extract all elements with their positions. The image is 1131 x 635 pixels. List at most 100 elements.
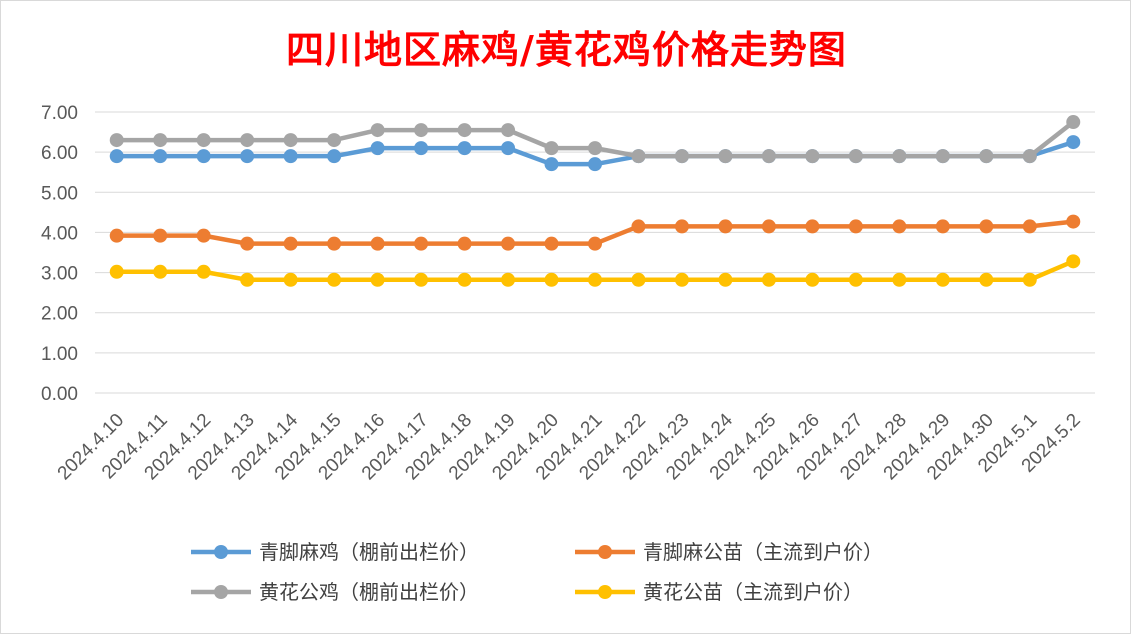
data-point <box>544 236 559 251</box>
data-point <box>1066 214 1081 229</box>
legend-item: 青脚麻公苗（主流到户价） <box>575 540 883 564</box>
data-point <box>327 149 342 164</box>
series-line <box>109 254 1081 287</box>
y-tick-label: 4.00 <box>41 223 78 244</box>
data-point <box>109 133 124 148</box>
data-point <box>631 272 646 287</box>
data-point <box>370 236 385 251</box>
data-point <box>1022 272 1037 287</box>
data-point <box>935 272 950 287</box>
data-point <box>544 141 559 156</box>
data-point <box>109 149 124 164</box>
data-point <box>1066 254 1081 269</box>
data-point <box>805 272 820 287</box>
data-point <box>588 272 602 287</box>
data-point <box>153 149 168 164</box>
data-point <box>109 264 124 279</box>
legend-swatch-marker <box>214 585 228 599</box>
data-point <box>414 123 429 138</box>
data-point <box>718 149 733 164</box>
data-point <box>588 141 602 156</box>
data-point <box>718 272 733 287</box>
data-point <box>457 123 472 138</box>
chart-title: 四川地区麻鸡/黄花鸡价格走势图 <box>286 27 847 72</box>
data-point <box>501 141 516 156</box>
data-point <box>979 272 994 287</box>
legend-label: 青脚麻鸡（棚前出栏价） <box>259 540 479 564</box>
data-point <box>153 228 168 243</box>
data-point <box>414 236 429 251</box>
y-tick-label: 3.00 <box>41 264 78 285</box>
legend-label: 青脚麻公苗（主流到户价） <box>643 540 883 564</box>
data-point <box>761 272 776 287</box>
data-point <box>631 149 646 164</box>
data-point <box>109 228 124 243</box>
series-group <box>109 115 1081 287</box>
legend-swatch-marker <box>598 545 612 559</box>
data-point <box>979 149 994 164</box>
data-point <box>1022 219 1037 234</box>
data-point <box>457 141 472 156</box>
data-point <box>544 272 559 287</box>
data-point <box>153 264 168 279</box>
data-point <box>370 141 385 156</box>
data-point <box>588 157 602 172</box>
data-point <box>1066 135 1081 150</box>
legend-item: 青脚麻鸡（棚前出栏价） <box>191 540 479 564</box>
data-point <box>501 236 516 251</box>
data-point <box>327 236 342 251</box>
data-point <box>240 133 255 148</box>
data-point <box>674 219 689 234</box>
data-point <box>674 149 689 164</box>
data-point <box>848 149 863 164</box>
y-tick-label: 5.00 <box>41 183 78 204</box>
data-point <box>761 149 776 164</box>
data-point <box>240 236 255 251</box>
data-point <box>370 123 385 138</box>
legend-label: 黄花公苗（主流到户价） <box>643 580 863 604</box>
data-point <box>240 272 255 287</box>
data-point <box>805 149 820 164</box>
data-point <box>196 228 211 243</box>
data-point <box>935 219 950 234</box>
data-point <box>1066 115 1081 130</box>
data-point <box>283 149 298 164</box>
data-point <box>718 219 733 234</box>
data-point <box>414 141 429 156</box>
data-point <box>588 236 602 251</box>
data-point <box>979 219 994 234</box>
data-point <box>805 219 820 234</box>
data-point <box>848 219 863 234</box>
legend: 青脚麻鸡（棚前出栏价） 青脚麻公苗（主流到户价） 黄花公鸡（棚前出栏价） 黄花公苗（主… <box>191 540 883 604</box>
data-point <box>196 264 211 279</box>
legend-label: 黄花公鸡（棚前出栏价） <box>259 580 479 604</box>
data-point <box>544 157 559 172</box>
data-point <box>501 123 516 138</box>
data-point <box>283 236 298 251</box>
data-point <box>327 272 342 287</box>
data-point <box>892 219 907 234</box>
data-point <box>892 272 907 287</box>
data-point <box>935 149 950 164</box>
grid-lines <box>95 111 1095 394</box>
data-point <box>370 272 385 287</box>
data-point <box>848 272 863 287</box>
series-line <box>109 214 1081 251</box>
legend-item: 黄花公苗（主流到户价） <box>575 580 863 604</box>
data-point <box>283 272 298 287</box>
data-point <box>892 149 907 164</box>
data-point <box>414 272 429 287</box>
y-tick-label: 1.00 <box>41 344 78 365</box>
x-axis-ticks: 2024.4.102024.4.112024.4.122024.4.132024… <box>54 409 1085 484</box>
data-point <box>240 149 255 164</box>
data-point <box>196 149 211 164</box>
data-point <box>327 133 342 148</box>
legend-swatch-marker <box>598 585 612 599</box>
data-point <box>1022 149 1037 164</box>
data-point <box>761 219 776 234</box>
legend-item: 黄花公鸡（棚前出栏价） <box>191 580 479 604</box>
data-point <box>674 272 689 287</box>
data-point <box>457 272 472 287</box>
